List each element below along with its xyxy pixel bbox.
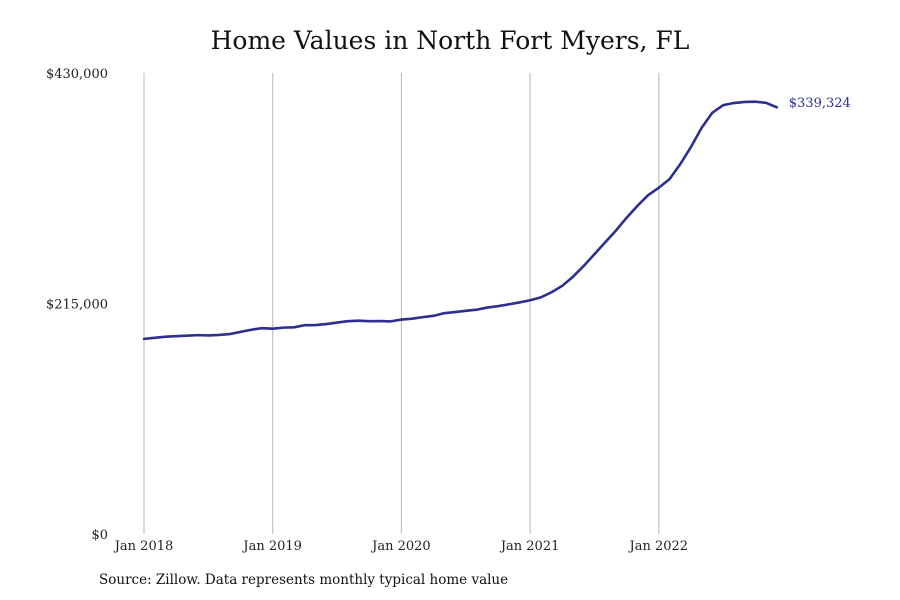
- source-note: Source: Zillow. Data represents monthly …: [99, 572, 509, 588]
- x-axis-ticks: Jan 2018 Jan 2019 Jan 2020 Jan 2021 Jan 2022: [113, 539, 688, 554]
- y-tick-label: $215,000: [46, 298, 108, 313]
- chart-title: Home Values in North Fort Myers, FL: [210, 26, 690, 55]
- data-labels: $339,324: [789, 96, 851, 111]
- last-value-label: $339,324: [789, 96, 851, 111]
- y-tick-label: $430,000: [46, 67, 108, 82]
- x-tick-label: Jan 2021: [499, 539, 560, 554]
- x-tick-label: Jan 2020: [370, 539, 431, 554]
- x-tick-label: Jan 2019: [241, 539, 302, 554]
- x-tick-label: Jan 2018: [113, 539, 174, 554]
- y-tick-label: $0: [91, 528, 108, 543]
- series-layer: [142, 100, 779, 341]
- series-line: [142, 100, 779, 341]
- y-axis-ticks: $0 $215,000 $430,000: [46, 67, 108, 543]
- grid-lines: [143, 73, 660, 534]
- x-tick-label: Jan 2022: [628, 539, 689, 554]
